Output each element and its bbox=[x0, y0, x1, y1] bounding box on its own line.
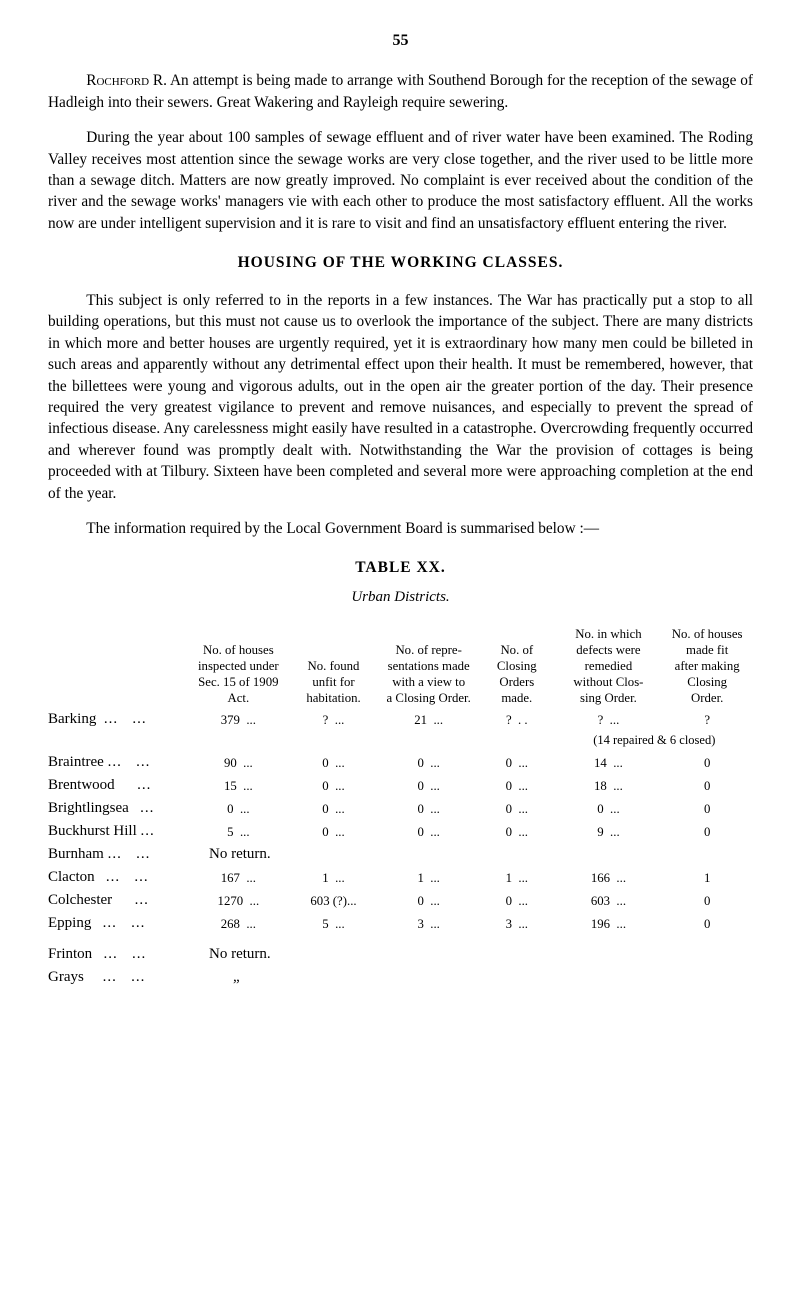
districts-table: No. of housesinspected underSec. 15 of 1… bbox=[48, 626, 753, 988]
cell-name: Grays ... ... bbox=[48, 966, 189, 989]
cell-name: Frinton ... ... bbox=[48, 943, 189, 966]
cell-made: 0 bbox=[661, 797, 753, 820]
cell-defw: ? ... bbox=[556, 708, 662, 731]
cell-name: Brightlingsea ... bbox=[48, 797, 189, 820]
cell-defw: 603 ... bbox=[556, 889, 662, 912]
cell-defw: 14 ... bbox=[556, 751, 662, 774]
cell-found: 1 ... bbox=[288, 866, 380, 889]
table-row: Colchester ... 1270 ... 603 (?)... 0 ...… bbox=[48, 889, 753, 912]
cell-made: 1 bbox=[661, 866, 753, 889]
th-blank bbox=[48, 626, 189, 708]
table-header-row: No. of housesinspected underSec. 15 of 1… bbox=[48, 626, 753, 708]
cell-insp: 90 ... bbox=[189, 751, 288, 774]
th-inspected: No. of housesinspected underSec. 15 of 1… bbox=[189, 626, 288, 708]
cell-name: Braintree ... ... bbox=[48, 751, 189, 774]
cell-name: Clacton ... ... bbox=[48, 866, 189, 889]
cell-name: Epping ... ... bbox=[48, 912, 189, 935]
paragraph-samples: During the year about 100 samples of sew… bbox=[48, 127, 753, 234]
th-closing: No. ofClosingOrdersmade. bbox=[478, 626, 556, 708]
cell-clos: ? . . bbox=[478, 708, 556, 731]
table-row: Brightlingsea ... 0 ... 0 ... 0 ... 0 ..… bbox=[48, 797, 753, 820]
cell-insp: 379 ... bbox=[189, 708, 288, 731]
table-row: Brentwood ... 15 ... 0 ... 0 ... 0 ... 1… bbox=[48, 774, 753, 797]
cell-repr: 0 ... bbox=[379, 797, 478, 820]
cell-name: Buckhurst Hill ... bbox=[48, 820, 189, 843]
cell-name: Burnham ... ... bbox=[48, 843, 189, 866]
cell-repr: 21 ... bbox=[379, 708, 478, 731]
cell-found: ? ... bbox=[288, 708, 380, 731]
cell-clos: 0 ... bbox=[478, 820, 556, 843]
table-row: Grays ... ... „ bbox=[48, 966, 753, 989]
cell-found: 0 ... bbox=[288, 751, 380, 774]
cell-insp: 5 ... bbox=[189, 820, 288, 843]
cell-made: 0 bbox=[661, 751, 753, 774]
cell-clos: 0 ... bbox=[478, 774, 556, 797]
cell-noreturn: No return. bbox=[189, 843, 379, 866]
cell-made: ? bbox=[661, 708, 753, 731]
table-row: Braintree ... ... 90 ... 0 ... 0 ... 0 .… bbox=[48, 751, 753, 774]
table-row: Frinton ... ... No return. bbox=[48, 943, 753, 966]
table-note-row: (14 repaired & 6 closed) bbox=[48, 731, 753, 751]
cell-clos: 0 ... bbox=[478, 751, 556, 774]
cell-repr: 1 ... bbox=[379, 866, 478, 889]
cell-insp: 268 ... bbox=[189, 912, 288, 935]
section-heading: HOUSING OF THE WORKING CLASSES. bbox=[48, 252, 753, 274]
table-row: Burnham ... ... No return. bbox=[48, 843, 753, 866]
cell-defw: 196 ... bbox=[556, 912, 662, 935]
page-number: 55 bbox=[48, 30, 753, 52]
th-repr: No. of repre-sentations madewith a view … bbox=[379, 626, 478, 708]
th-madefit: No. of housesmade fitafter makingClosing… bbox=[661, 626, 753, 708]
cell-made: 0 bbox=[661, 820, 753, 843]
cell-clos: 0 ... bbox=[478, 797, 556, 820]
cell-found: 0 ... bbox=[288, 797, 380, 820]
smallcaps-lead: Rochford R. bbox=[86, 72, 167, 89]
cell-ditto: „ bbox=[189, 966, 288, 989]
th-defects: No. in whichdefects wereremediedwithout … bbox=[556, 626, 662, 708]
cell-insp: 15 ... bbox=[189, 774, 288, 797]
cell-repr: 0 ... bbox=[379, 889, 478, 912]
cell-repr: 0 ... bbox=[379, 820, 478, 843]
cell-name: Brentwood ... bbox=[48, 774, 189, 797]
cell-noreturn: No return. bbox=[189, 943, 379, 966]
cell-clos: 0 ... bbox=[478, 889, 556, 912]
cell-defw: 166 ... bbox=[556, 866, 662, 889]
cell-found: 603 (?)... bbox=[288, 889, 380, 912]
table-row: Epping ... ... 268 ... 5 ... 3 ... 3 ...… bbox=[48, 912, 753, 935]
cell-repr: 0 ... bbox=[379, 774, 478, 797]
cell-found: 5 ... bbox=[288, 912, 380, 935]
cell-repr: 3 ... bbox=[379, 912, 478, 935]
table-row: Barking ... ... 379 ... ? ... 21 ... ? .… bbox=[48, 708, 753, 731]
table-subtitle: Urban Districts. bbox=[48, 587, 753, 608]
table-row bbox=[48, 935, 753, 943]
cell-insp: 167 ... bbox=[189, 866, 288, 889]
table-row: Buckhurst Hill ... 5 ... 0 ... 0 ... 0 .… bbox=[48, 820, 753, 843]
cell-defw: 18 ... bbox=[556, 774, 662, 797]
cell-name: Barking ... ... bbox=[48, 708, 189, 731]
cell-insp: 1270 ... bbox=[189, 889, 288, 912]
table-row: Clacton ... ... 167 ... 1 ... 1 ... 1 ..… bbox=[48, 866, 753, 889]
cell-insp: 0 ... bbox=[189, 797, 288, 820]
cell-clos: 1 ... bbox=[478, 866, 556, 889]
paragraph-rochford: Rochford R. An attempt is being made to … bbox=[48, 70, 753, 113]
cell-found: 0 ... bbox=[288, 774, 380, 797]
cell-clos: 3 ... bbox=[478, 912, 556, 935]
cell-found: 0 ... bbox=[288, 820, 380, 843]
cell-name: Colchester ... bbox=[48, 889, 189, 912]
th-found: No. foundunfit forhabitation. bbox=[288, 626, 380, 708]
paragraph-housing: This subject is only referred to in the … bbox=[48, 290, 753, 504]
cell-made: 0 bbox=[661, 889, 753, 912]
table-title: TABLE XX. bbox=[48, 557, 753, 579]
cell-made: 0 bbox=[661, 774, 753, 797]
cell-made: 0 bbox=[661, 912, 753, 935]
cell-defw: 9 ... bbox=[556, 820, 662, 843]
cell-repr: 0 ... bbox=[379, 751, 478, 774]
note-cell: (14 repaired & 6 closed) bbox=[556, 731, 753, 751]
cell-defw: 0 ... bbox=[556, 797, 662, 820]
paragraph-info: The information required by the Local Go… bbox=[48, 518, 753, 539]
